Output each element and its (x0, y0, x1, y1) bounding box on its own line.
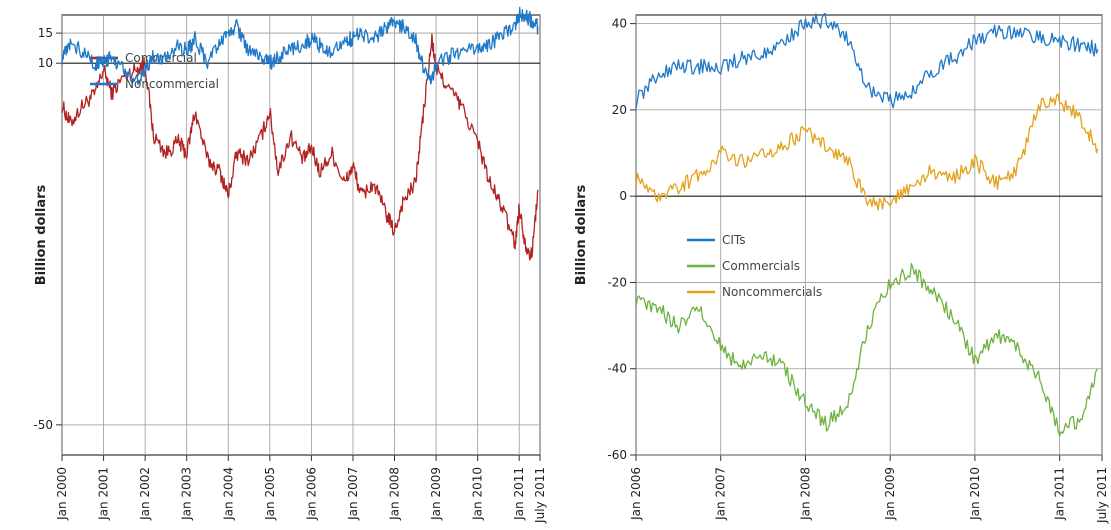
y-tick-label: -60 (607, 448, 627, 462)
right-chart: Jan 2006 Jan 2007 Jan 2008 Jan 2009 Jan 2010… (574, 12, 1109, 524)
x-tick-label: Jan 2004 (221, 467, 235, 521)
x-tick-label: Jan 2010 (968, 467, 982, 521)
y-tick-label: -50 (33, 418, 53, 432)
x-tick-label: July 2011 (533, 467, 547, 524)
series-line-commercials (635, 262, 1099, 437)
y-tick-label: 15 (38, 26, 53, 40)
series-line-noncommercials (635, 93, 1099, 211)
x-tick-label: Jan 2001 (97, 467, 111, 521)
x-tick-label: Jan 2006 (304, 467, 318, 521)
legend-label-cits: CITs (722, 233, 746, 247)
x-tick-label: Jan 2008 (798, 467, 812, 521)
x-tick-label: Jan 2011 (1053, 467, 1067, 521)
x-tick-label: Jan 2008 (388, 467, 402, 521)
legend-label-commercials: Commercials (722, 259, 800, 273)
x-tick-label: Jan 2003 (180, 467, 194, 521)
x-tick-label: Jan 2002 (138, 467, 152, 521)
left-chart: Jan 2000 Jan 2001 Jan 2002 Jan 2003 Jan 2004… (33, 6, 547, 524)
x-tick-label: July 2011 (1095, 467, 1109, 524)
series-line-cits (635, 12, 1099, 109)
legend-label-noncommercials: Noncommercials (722, 285, 822, 299)
y-tick-label: -40 (607, 362, 627, 376)
x-tick-label: Jan 2005 (263, 467, 277, 521)
x-tick-label: Jan 2009 (429, 467, 443, 521)
legend-label-noncommercial: Noncommercial (125, 77, 219, 91)
x-tick-label: Jan 2007 (346, 467, 360, 521)
x-tick-label: Jan 2007 (714, 467, 728, 521)
x-tick-label: Jan 2009 (883, 467, 897, 521)
series-line-commercial (61, 33, 539, 261)
x-tick-label: Jan 2010 (471, 467, 485, 521)
series-line-noncommercial (61, 6, 539, 86)
x-tick-label: Jan 2000 (55, 467, 69, 521)
y-tick-label: 10 (38, 56, 53, 70)
y-tick-label: 40 (612, 17, 627, 31)
y-axis-label: Billion dollars (34, 184, 49, 285)
x-tick-label: Jan 2006 (629, 467, 643, 521)
plot-frame (635, 14, 1103, 456)
y-axis-label: Billion dollars (574, 184, 589, 285)
y-tick-label: 20 (612, 103, 627, 117)
y-tick-label: 0 (619, 189, 627, 203)
y-tick-label: -20 (607, 275, 627, 289)
x-tick-label: Jan 2011 (512, 467, 526, 521)
